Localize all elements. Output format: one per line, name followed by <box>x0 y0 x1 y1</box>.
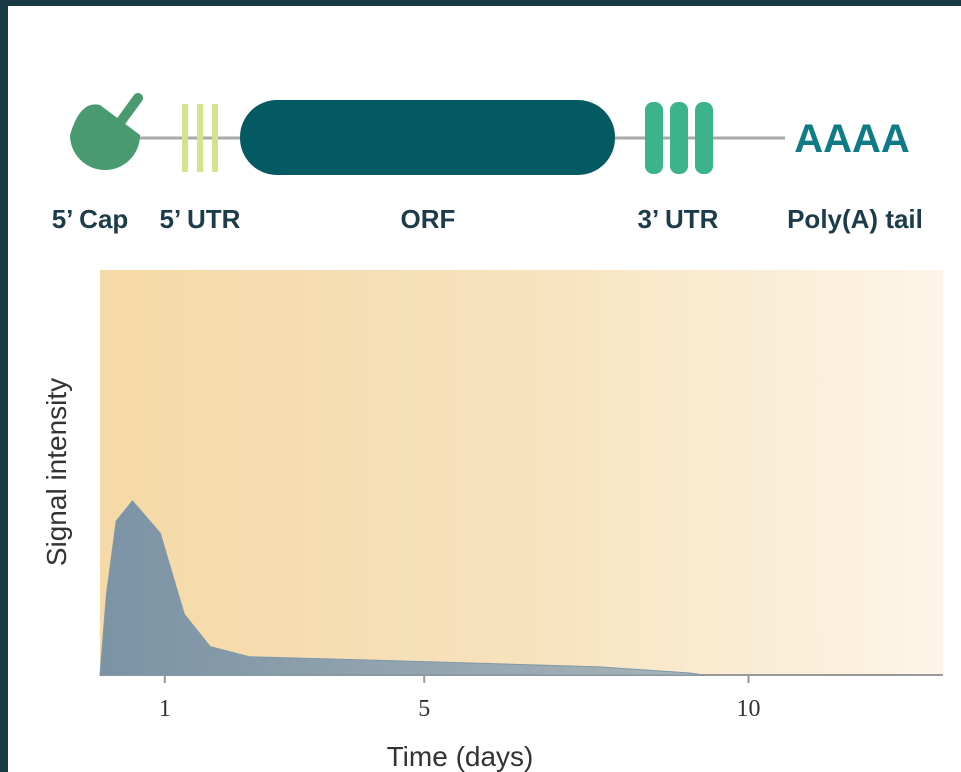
orf <box>240 100 615 175</box>
page: AAAA 5’ Cap 5’ UTR ORF 3’ UTR Poly(A) ta… <box>0 0 961 772</box>
x-tick-label: 1 <box>159 696 171 722</box>
plot-area <box>100 270 943 675</box>
x-label: Time (days) <box>387 741 534 772</box>
label: 3’ UTR <box>638 204 719 234</box>
label: ORF <box>401 204 456 234</box>
x-tick-label: 5 <box>418 696 430 722</box>
label: Poly(A) tail <box>787 204 923 234</box>
x-tick-label: 10 <box>736 696 760 722</box>
utr3 <box>645 102 713 174</box>
label: 5’ Cap <box>52 204 129 234</box>
label: 5’ UTR <box>160 204 241 234</box>
y-label: Signal intensity <box>41 378 72 566</box>
figure: AAAA 5’ Cap 5’ UTR ORF 3’ UTR Poly(A) ta… <box>0 0 961 772</box>
poly-a: AAAA <box>794 117 910 161</box>
